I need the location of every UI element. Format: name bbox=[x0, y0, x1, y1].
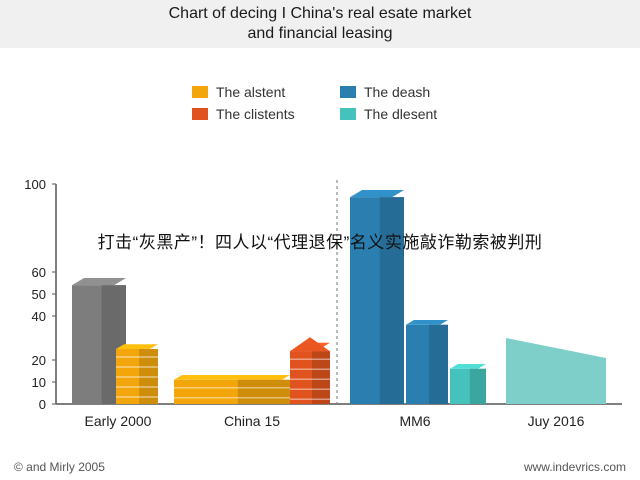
y-tick-label: 100 bbox=[24, 177, 46, 192]
bar-roof bbox=[290, 337, 330, 352]
y-tick-label: 10 bbox=[32, 375, 46, 390]
x-category-label: Early 2000 bbox=[85, 413, 152, 429]
bar-side bbox=[469, 368, 486, 404]
bar bbox=[174, 375, 290, 404]
bar-top bbox=[72, 278, 126, 286]
bar-top bbox=[174, 375, 290, 380]
bar-face bbox=[506, 338, 606, 404]
bar bbox=[350, 190, 404, 404]
bar bbox=[450, 364, 486, 404]
legend-swatch-clistents bbox=[192, 108, 208, 120]
bar-top bbox=[406, 320, 448, 325]
legend-swatch-dlesent bbox=[340, 108, 356, 120]
bar-side bbox=[237, 379, 290, 404]
legend-label-clistents: The clistents bbox=[216, 106, 295, 122]
bar-top bbox=[116, 344, 158, 349]
y-tick-label: 40 bbox=[32, 309, 46, 324]
legend-item-deash: The deash bbox=[340, 82, 430, 102]
y-tick-label: 0 bbox=[39, 397, 46, 412]
legend-label-deash: The deash bbox=[364, 84, 431, 100]
x-category-label: China 15 bbox=[224, 413, 280, 429]
legend-item-clistents: The clistents bbox=[192, 104, 295, 124]
footer-copyright: © and Mirly 2005 bbox=[14, 460, 105, 474]
legend-swatch-alstent bbox=[192, 86, 208, 98]
header-band bbox=[0, 0, 640, 48]
y-tick-label: 50 bbox=[32, 287, 46, 302]
chart-title: Chart of decing I China's real esate mar… bbox=[0, 4, 640, 44]
chart-title-line-1: Chart of decing I China's real esate mar… bbox=[168, 5, 472, 22]
bar bbox=[406, 320, 448, 404]
y-tick-label: 60 bbox=[32, 265, 46, 280]
bar-top bbox=[450, 364, 486, 369]
bar-side bbox=[312, 351, 330, 404]
legend-item-dlesent: The dlesent bbox=[340, 104, 437, 124]
bar bbox=[116, 344, 158, 404]
legend: The alstent The deash The clistents The … bbox=[192, 82, 492, 126]
legend-label-alstent: The alstent bbox=[216, 84, 286, 100]
bar-side bbox=[429, 324, 448, 404]
bar bbox=[290, 337, 330, 404]
overlay-caption: 打击“灰黑产”！四人以“代理退保”名义实施敲诈勒索被判刑 bbox=[97, 233, 543, 252]
bar-top bbox=[350, 190, 404, 198]
legend-swatch-deash bbox=[340, 86, 356, 98]
bar bbox=[506, 338, 606, 404]
x-category-label: MM6 bbox=[399, 413, 430, 429]
bar-side bbox=[379, 197, 404, 404]
x-category-label: Juy 2016 bbox=[528, 413, 585, 429]
footer-website: www.indevrics.com bbox=[523, 460, 626, 474]
chart-title-line-2: and financial leasing bbox=[247, 25, 393, 42]
legend-label-dlesent: The dlesent bbox=[364, 106, 438, 122]
legend-item-alstent: The alstent bbox=[192, 82, 285, 102]
y-tick-label: 20 bbox=[32, 353, 46, 368]
